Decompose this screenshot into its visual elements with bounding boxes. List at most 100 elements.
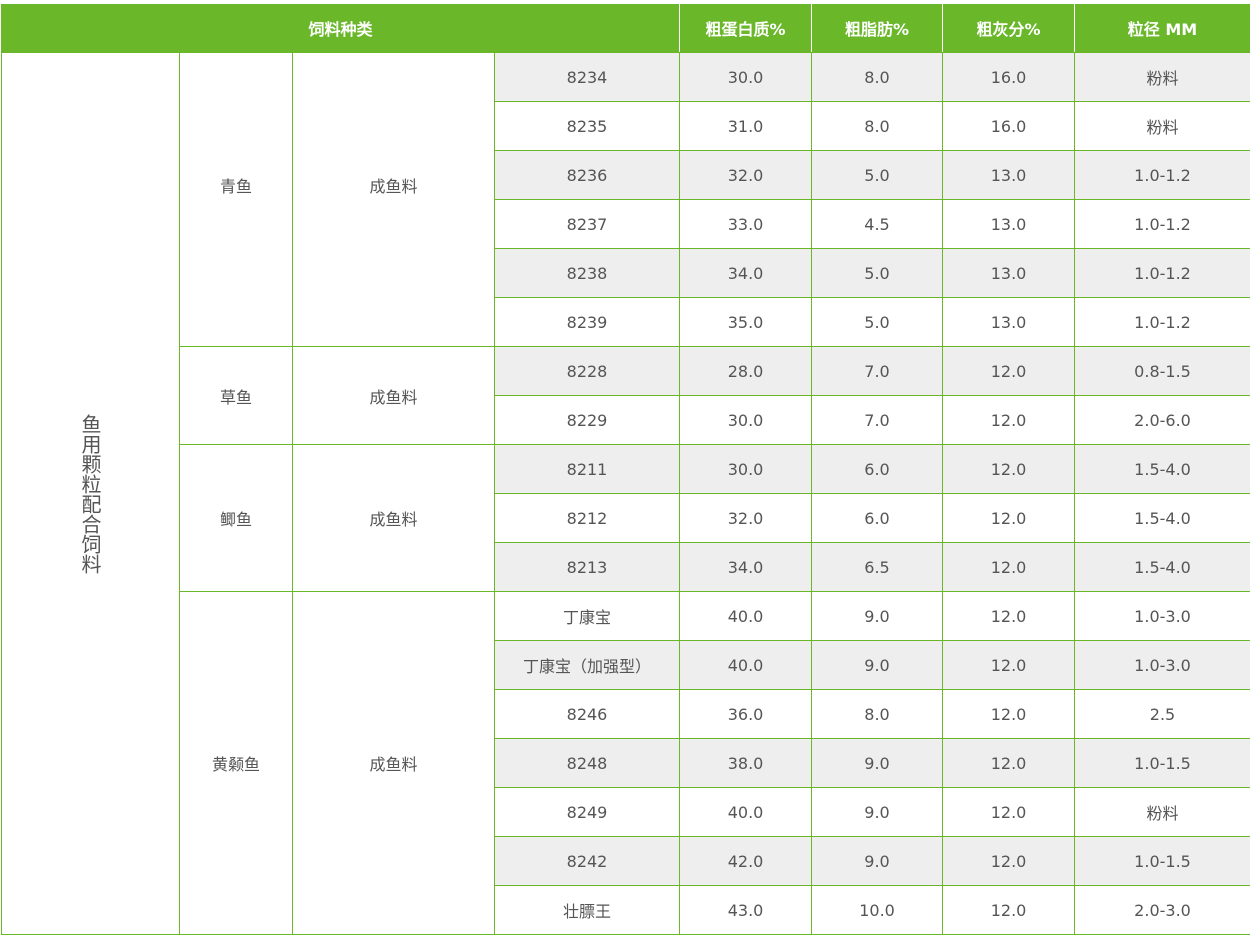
ash-cell: 13.0 xyxy=(942,297,1076,347)
size-cell: 2.0-6.0 xyxy=(1074,395,1250,445)
size-cell: 1.0-1.2 xyxy=(1074,150,1250,200)
fat-cell: 10.0 xyxy=(811,885,944,935)
protein-cell: 30.0 xyxy=(679,395,813,445)
protein-cell: 34.0 xyxy=(679,542,813,592)
size-cell: 1.0-3.0 xyxy=(1074,640,1250,690)
table-row: 8239 35.0 5.0 13.0 1.0-1.2 xyxy=(2,297,1250,347)
fat-cell: 9.0 xyxy=(811,738,944,788)
size-cell: 2.5 xyxy=(1074,689,1250,739)
size-cell: 1.0-1.5 xyxy=(1074,836,1250,886)
feed-stage-cell: 成鱼料 xyxy=(292,52,495,347)
protein-cell: 32.0 xyxy=(679,150,813,200)
code-cell: 8242 xyxy=(493,836,681,886)
ash-cell: 12.0 xyxy=(942,738,1076,788)
size-cell: 粉料 xyxy=(1074,101,1250,151)
fat-cell: 5.0 xyxy=(811,150,944,200)
header-size: 粒径 MM xyxy=(1074,3,1250,53)
table-row: 8242 42.0 9.0 12.0 1.0-1.5 xyxy=(2,836,1250,886)
table-row: 8237 33.0 4.5 13.0 1.0-1.2 xyxy=(2,199,1250,249)
feed-stage-cell: 成鱼料 xyxy=(292,444,495,592)
code-cell: 丁康宝 xyxy=(493,591,681,641)
code-cell: 8248 xyxy=(493,738,681,788)
ash-cell: 12.0 xyxy=(942,444,1076,494)
fat-cell: 6.0 xyxy=(811,444,944,494)
table-row: 8236 32.0 5.0 13.0 1.0-1.2 xyxy=(2,150,1250,200)
ash-cell: 12.0 xyxy=(942,346,1076,396)
size-cell: 1.5-4.0 xyxy=(1074,493,1250,543)
protein-cell: 43.0 xyxy=(679,885,813,935)
size-cell: 1.0-1.5 xyxy=(1074,738,1250,788)
table-row: 草鱼 成鱼料 8228 28.0 7.0 12.0 0.8-1.5 xyxy=(2,346,1250,445)
ash-cell: 12.0 xyxy=(942,885,1076,935)
protein-cell: 28.0 xyxy=(679,346,813,396)
table-row: 鱼用颗粒配合饲料 青鱼 成鱼料 8234 30.0 8.0 16.0 粉料 xyxy=(1,52,1250,935)
ash-cell: 12.0 xyxy=(942,836,1076,886)
size-cell: 1.5-4.0 xyxy=(1074,444,1250,494)
ash-cell: 12.0 xyxy=(942,640,1076,690)
ash-cell: 13.0 xyxy=(942,199,1076,249)
code-cell: 8211 xyxy=(493,444,681,494)
protein-cell: 36.0 xyxy=(679,689,813,739)
fat-cell: 6.5 xyxy=(811,542,944,592)
main-category-label: 鱼用颗粒配合饲料 xyxy=(78,413,102,574)
protein-cell: 33.0 xyxy=(679,199,813,249)
fat-cell: 7.0 xyxy=(811,346,944,396)
fish-species-cell: 草鱼 xyxy=(179,346,293,445)
size-cell: 1.0-1.2 xyxy=(1074,248,1250,298)
code-cell: 8239 xyxy=(493,297,681,347)
ash-cell: 12.0 xyxy=(942,542,1076,592)
fat-cell: 9.0 xyxy=(811,640,944,690)
ash-cell: 16.0 xyxy=(942,52,1076,102)
protein-cell: 34.0 xyxy=(679,248,813,298)
fat-cell: 8.0 xyxy=(811,52,944,102)
protein-cell: 38.0 xyxy=(679,738,813,788)
ash-cell: 12.0 xyxy=(942,395,1076,445)
code-cell: 8235 xyxy=(493,101,681,151)
feed-stage-cell: 成鱼料 xyxy=(292,591,495,935)
fat-cell: 4.5 xyxy=(811,199,944,249)
table-row: 8246 36.0 8.0 12.0 2.5 xyxy=(2,689,1250,739)
table-row: 8212 32.0 6.0 12.0 1.5-4.0 xyxy=(2,493,1250,543)
size-cell: 1.5-4.0 xyxy=(1074,542,1250,592)
fat-cell: 7.0 xyxy=(811,395,944,445)
fat-cell: 9.0 xyxy=(811,787,944,837)
code-cell: 8234 xyxy=(493,52,681,102)
header-category: 饲料种类 xyxy=(0,3,681,53)
table-row: 黄颡鱼 成鱼料 丁康宝 40.0 9.0 12.0 1.0-3.0 xyxy=(2,591,1250,935)
fat-cell: 9.0 xyxy=(811,591,944,641)
protein-cell: 40.0 xyxy=(679,591,813,641)
fat-cell: 8.0 xyxy=(811,689,944,739)
code-cell: 壮膘王 xyxy=(493,885,681,935)
header-ash: 粗灰分% xyxy=(942,3,1076,53)
code-cell: 8246 xyxy=(493,689,681,739)
code-cell: 丁康宝（加强型） xyxy=(493,640,681,690)
table-row: 8238 34.0 5.0 13.0 1.0-1.2 xyxy=(2,248,1250,298)
protein-cell: 40.0 xyxy=(679,640,813,690)
protein-cell: 32.0 xyxy=(679,493,813,543)
code-cell: 8212 xyxy=(493,493,681,543)
table-row: 壮膘王 43.0 10.0 12.0 2.0-3.0 xyxy=(2,885,1250,935)
protein-cell: 35.0 xyxy=(679,297,813,347)
code-cell: 8238 xyxy=(493,248,681,298)
header-row: 饲料种类 粗蛋白质% 粗脂肪% 粗灰分% 粒径 MM xyxy=(0,3,1250,53)
fat-cell: 9.0 xyxy=(811,836,944,886)
ash-cell: 16.0 xyxy=(942,101,1076,151)
fish-species-cell: 鲫鱼 xyxy=(179,444,293,592)
table-row: 8249 40.0 9.0 12.0 粉料 xyxy=(2,787,1250,837)
ash-cell: 12.0 xyxy=(942,787,1076,837)
main-category-cell: 鱼用颗粒配合饲料 xyxy=(1,52,180,935)
protein-cell: 31.0 xyxy=(679,101,813,151)
fat-cell: 8.0 xyxy=(811,101,944,151)
ash-cell: 12.0 xyxy=(942,591,1076,641)
fat-cell: 5.0 xyxy=(811,248,944,298)
fish-species-cell: 黄颡鱼 xyxy=(179,591,293,935)
code-cell: 8236 xyxy=(493,150,681,200)
protein-cell: 30.0 xyxy=(679,52,813,102)
size-cell: 1.0-3.0 xyxy=(1074,591,1250,641)
feed-spec-table: 饲料种类 粗蛋白质% 粗脂肪% 粗灰分% 粒径 MM 鱼用颗粒配合饲料 青鱼 成鱼料… xyxy=(0,3,1250,935)
header-protein: 粗蛋白质% xyxy=(679,3,813,53)
code-cell: 8228 xyxy=(493,346,681,396)
size-cell: 1.0-1.2 xyxy=(1074,297,1250,347)
table-row: 8235 31.0 8.0 16.0 粉料 xyxy=(2,101,1250,151)
code-cell: 8249 xyxy=(493,787,681,837)
